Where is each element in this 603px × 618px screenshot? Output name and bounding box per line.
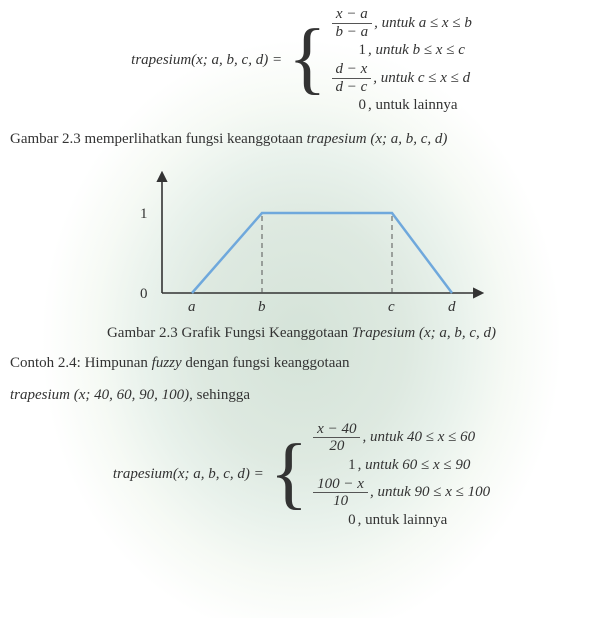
eq1-case-3-den: d − c: [332, 79, 372, 96]
eq1-case-3-frac: d − x d − c: [332, 61, 372, 95]
eq2-cases: x − 40 20 , untuk 40 ≤ x ≤ 60 1 , untuk …: [312, 421, 490, 529]
eq1-case-1-den: b − a: [332, 24, 373, 41]
trapezoid-chart-wrap: 0 1 a b c d: [10, 163, 593, 323]
eq2-case-1-cond: , untuk 40 ≤ x ≤ 60: [362, 429, 475, 446]
eq1-case-2-val: 1: [359, 42, 367, 59]
eq2-case-2: 1 , untuk 60 ≤ x ≤ 90: [312, 457, 490, 474]
eq2-case-4-cond: , untuk lainnya: [358, 512, 448, 529]
eq1-case-1: x − a b − a , untuk a ≤ x ≤ b: [331, 6, 472, 40]
eq1-case-4-val: 0: [359, 97, 367, 114]
eq1-case-1-cond: , untuk a ≤ x ≤ b: [374, 15, 472, 32]
eq2-case-4: 0 , untuk lainnya: [312, 512, 490, 529]
eq1-case-1-frac: x − a b − a: [332, 6, 373, 40]
eq1-case-4-cond: , untuk lainnya: [368, 97, 458, 114]
svg-text:c: c: [388, 299, 395, 315]
eq1-case-1-num: x − a: [332, 6, 372, 24]
eq2-case-4-val: 0: [348, 512, 356, 529]
caption-2: Gambar 2.3 Grafik Fungsi Keanggotaan Tra…: [10, 325, 593, 342]
svg-text:1: 1: [140, 206, 148, 222]
eq2-case-2-val: 1: [348, 457, 356, 474]
eq2-lhs-args: (x; a, b, c, d) =: [173, 466, 264, 482]
equation-1: trapesium(x; a, b, c, d) = { x − a b − a…: [10, 6, 593, 114]
example-row1-fuzzy: fuzzy: [152, 355, 182, 371]
eq2-lhs: trapesium(x; a, b, c, d) =: [113, 466, 264, 483]
svg-text:b: b: [258, 299, 266, 315]
caption-1: Gambar 2.3 memperlihatkan fungsi keanggo…: [10, 128, 593, 151]
svg-text:d: d: [448, 299, 456, 315]
eq1-lhs-name: trapesium: [131, 52, 191, 68]
eq1-case-4: 0 , untuk lainnya: [331, 97, 472, 114]
eq1-case-3-cond: , untuk c ≤ x ≤ d: [373, 70, 470, 87]
caption-1-func: trapesium (x; a, b, c, d): [307, 131, 448, 147]
caption-2-func: Trapesium (x; a, b, c, d): [352, 325, 496, 341]
example-row2-rest: , sehingga: [189, 387, 250, 403]
svg-text:0: 0: [140, 286, 148, 302]
eq1-case-3: d − x d − c , untuk c ≤ x ≤ d: [331, 61, 472, 95]
eq2-lhs-name: trapesium: [113, 466, 173, 482]
eq1-case-3-num: d − x: [332, 61, 372, 79]
example-row2-func: trapesium (x; 40, 60, 90, 100): [10, 387, 189, 403]
svg-text:a: a: [188, 299, 196, 315]
eq2-case-2-cond: , untuk 60 ≤ x ≤ 90: [358, 457, 471, 474]
eq2-case-1-frac: x − 40 20: [313, 421, 360, 455]
example-row1-rest: dengan fungsi keanggotaan: [182, 355, 350, 371]
eq1-brace: {: [288, 22, 326, 94]
eq2-case-3-num: 100 − x: [313, 476, 368, 494]
trapezoid-chart: 0 1 a b c d: [102, 163, 502, 323]
example-row1-leading: Contoh 2.4: Himpunan: [10, 355, 152, 371]
eq1-lhs-args: (x; a, b, c, d) =: [191, 52, 282, 68]
eq2-case-3: 100 − x 10 , untuk 90 ≤ x ≤ 100: [312, 476, 490, 510]
eq2-case-1-num: x − 40: [313, 421, 360, 439]
eq1-case-2: 1 , untuk b ≤ x ≤ c: [331, 42, 472, 59]
eq2-case-1-den: 20: [325, 438, 348, 455]
example-text-2: trapesium (x; 40, 60, 90, 100), sehingga: [10, 384, 593, 407]
equation-2: trapesium(x; a, b, c, d) = { x − 40 20 ,…: [10, 421, 593, 529]
eq2-brace: {: [270, 437, 308, 509]
eq1-lhs: trapesium(x; a, b, c, d) =: [131, 52, 282, 69]
eq1-cases: x − a b − a , untuk a ≤ x ≤ b 1 , untuk …: [331, 6, 472, 114]
eq2-case-3-den: 10: [329, 493, 352, 510]
eq2-case-3-frac: 100 − x 10: [313, 476, 368, 510]
example-text: Contoh 2.4: Himpunan fuzzy dengan fungsi…: [10, 352, 593, 375]
eq2-case-3-cond: , untuk 90 ≤ x ≤ 100: [370, 484, 490, 501]
caption-2-prefix: Gambar 2.3 Grafik Fungsi Keanggotaan: [107, 325, 352, 341]
eq1-case-2-cond: , untuk b ≤ x ≤ c: [368, 42, 465, 59]
eq2-case-1: x − 40 20 , untuk 40 ≤ x ≤ 60: [312, 421, 490, 455]
caption-1-prefix: Gambar 2.3 memperlihatkan fungsi keanggo…: [10, 131, 307, 147]
